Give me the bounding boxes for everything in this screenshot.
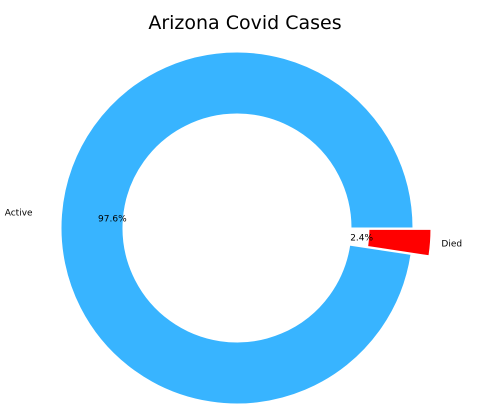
percent-label-active: 97.6% — [98, 215, 127, 225]
labels-layer: Active 97.6% Died 2.4% — [5, 209, 462, 250]
slice-active — [60, 51, 414, 405]
slices-layer — [60, 51, 432, 405]
slice-label-died: Died — [441, 239, 462, 249]
slice-label-active: Active — [5, 209, 33, 219]
slice-died — [367, 228, 432, 257]
chart-title: Arizona Covid Cases — [148, 12, 341, 34]
percent-label-died: 2.4% — [350, 233, 373, 243]
